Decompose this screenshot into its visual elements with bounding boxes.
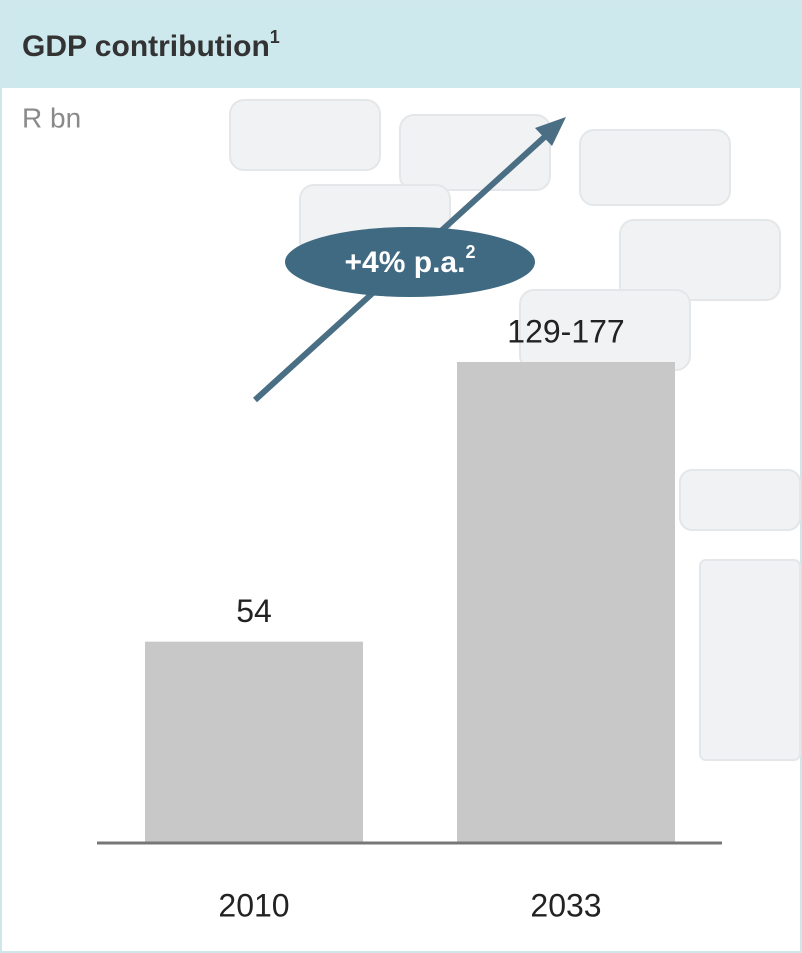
annotation-text: +4% p.a. — [345, 246, 466, 279]
bar — [457, 362, 675, 843]
title-text: GDP contribution — [22, 30, 270, 63]
header-band — [1, 1, 801, 88]
x-tick-label: 2033 — [530, 887, 601, 923]
title-footnote: 1 — [270, 27, 280, 47]
plot: 54 2010 129-177 2033 — [97, 313, 722, 923]
x-tick-label: 2010 — [218, 887, 289, 923]
chart-title: GDP contribution1 — [22, 27, 280, 63]
background-keys — [229, 99, 801, 761]
arrow-head — [535, 117, 566, 146]
subtitle: R bn — [22, 102, 81, 133]
annotation-bubble — [285, 227, 535, 297]
bar — [145, 641, 363, 843]
annotation: +4% p.a.2 — [345, 242, 476, 279]
value-label: 54 — [236, 593, 272, 629]
annotation-footnote: 2 — [465, 242, 475, 262]
value-label: 129-177 — [507, 313, 624, 349]
